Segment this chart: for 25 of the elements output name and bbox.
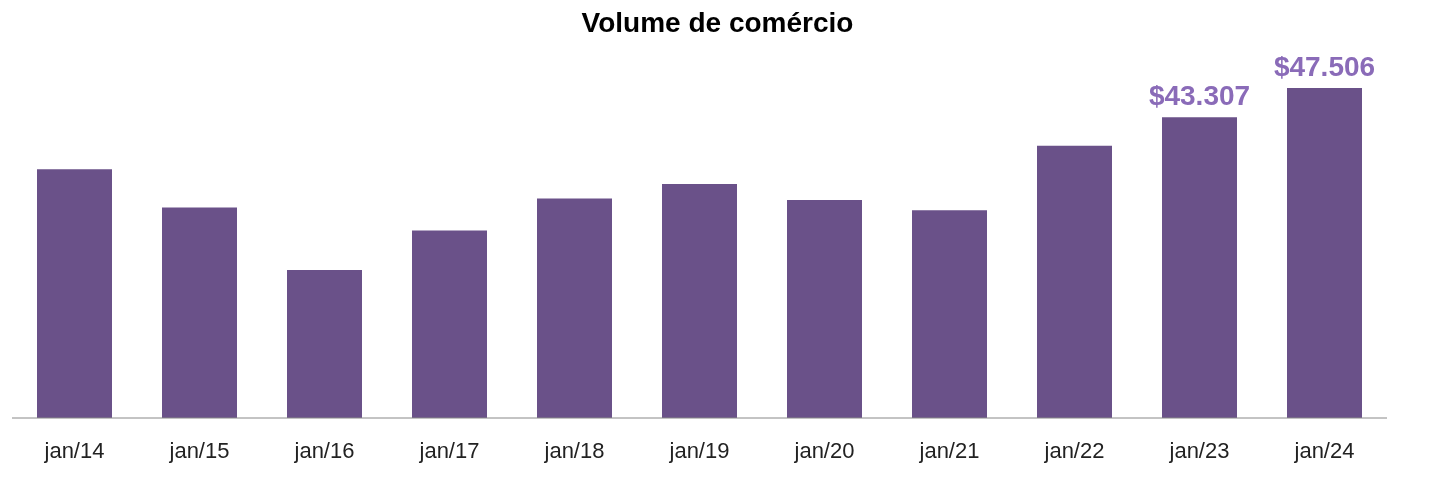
- data-label: $43.307: [1148, 80, 1251, 112]
- bar: [787, 199, 862, 418]
- bar: [537, 198, 612, 418]
- chart-title: Volume de comércio: [580, 7, 855, 38]
- bar: [1162, 117, 1237, 418]
- bar: [162, 207, 237, 418]
- bar: [287, 270, 362, 418]
- bar: [1287, 88, 1362, 418]
- x-tick-label: jan/16: [293, 437, 355, 463]
- x-tick-label: jan/21: [918, 437, 980, 463]
- x-tick-label: jan/19: [668, 437, 730, 463]
- x-tick-label: jan/24: [1293, 437, 1355, 463]
- x-tick-label: jan/14: [43, 437, 105, 463]
- bar: [662, 183, 737, 418]
- x-tick-label: jan/23: [1168, 437, 1230, 463]
- bar: [37, 169, 112, 418]
- x-tick-label: jan/18: [543, 437, 605, 463]
- x-tick-label: jan/15: [168, 437, 230, 463]
- bar: [412, 230, 487, 418]
- bar: [912, 210, 987, 418]
- x-tick-label: jan/22: [1043, 437, 1105, 463]
- x-tick-label: jan/17: [418, 437, 480, 463]
- x-tick-label: jan/20: [793, 437, 855, 463]
- bar: [1037, 145, 1112, 418]
- data-label: $47.506: [1273, 51, 1376, 82]
